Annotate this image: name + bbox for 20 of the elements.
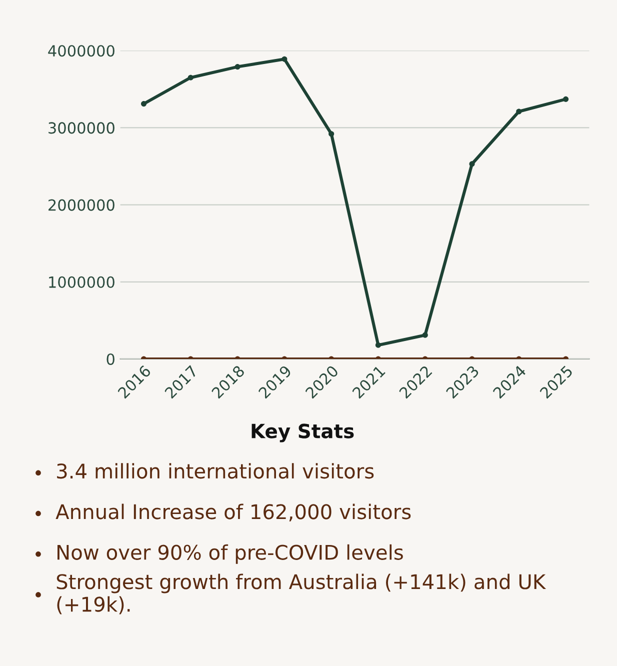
y-tick-label: 4000000 <box>48 45 114 57</box>
point <box>282 56 288 62</box>
point <box>516 108 522 114</box>
point <box>234 64 240 70</box>
text: Now over 90% of pre-COVID levels <box>58 544 403 564</box>
point <box>422 332 428 338</box>
point <box>188 74 194 80</box>
text: Strongest growth from Australia (+141k) and UK (+19k). <box>56 574 546 614</box>
point <box>469 161 475 167</box>
point <box>328 131 334 137</box>
y-tick-label: 2000000 <box>48 199 114 211</box>
text: Annual Increase of 162,000 visitors <box>56 504 411 522</box>
y-tick-label: 1000000 <box>49 276 114 288</box>
text: 3.4 million international visitors <box>57 463 374 479</box>
point <box>375 342 381 348</box>
text: Key Stats <box>252 424 354 442</box>
point <box>140 101 147 107</box>
y-tick-label: 3000000 <box>48 122 114 134</box>
point <box>563 96 569 102</box>
y-tick-label: 0 <box>106 353 114 365</box>
